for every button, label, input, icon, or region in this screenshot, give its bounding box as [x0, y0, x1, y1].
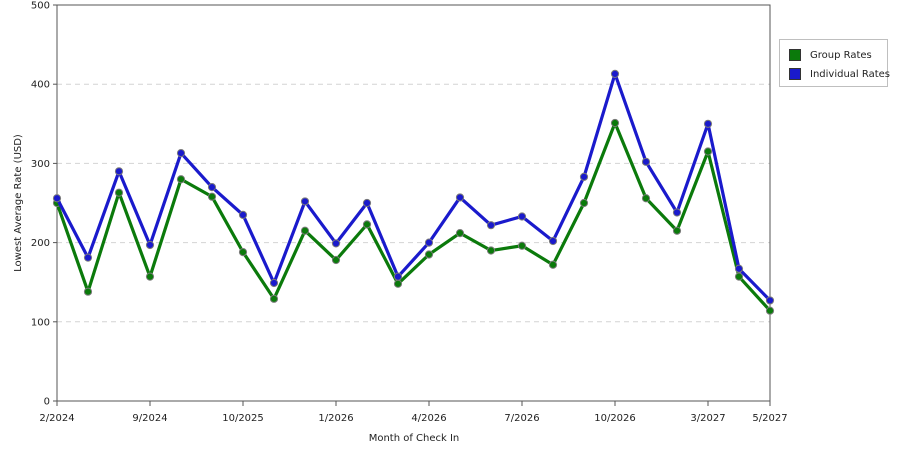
x-tick-label: 1/2026 — [318, 413, 353, 424]
data-point — [610, 118, 620, 128]
x-axis-title: Month of Check In — [369, 433, 460, 444]
data-point — [331, 239, 341, 248]
series-line — [55, 121, 772, 312]
x-tick-label: 9/2024 — [132, 413, 167, 424]
data-point — [610, 69, 620, 79]
data-point — [579, 172, 589, 181]
x-tick-label: 10/2026 — [594, 413, 636, 424]
y-tick-label: 200 — [31, 238, 50, 249]
data-point — [83, 253, 93, 262]
data-point — [734, 264, 744, 273]
data-point — [393, 272, 403, 281]
y-tick-label: 300 — [31, 159, 50, 170]
data-point — [114, 167, 124, 176]
data-point — [300, 197, 310, 206]
data-point — [486, 246, 496, 255]
data-point — [114, 188, 124, 197]
x-axis-ticks: 2/2024 9/2024 10/2025 1/2026 4/2026 7/2026 10/… — [39, 401, 788, 424]
legend-item-group-rates: Group Rates — [789, 48, 872, 62]
gridlines — [57, 83, 770, 323]
data-point — [548, 260, 558, 269]
y-tick-label: 400 — [31, 80, 50, 91]
data-point — [517, 212, 527, 221]
data-point — [641, 157, 651, 166]
legend: Group Rates Individual Rates — [779, 39, 890, 87]
x-tick-label: 10/2025 — [222, 413, 264, 424]
data-point — [238, 248, 248, 257]
data-point — [176, 175, 186, 184]
data-point — [362, 220, 372, 229]
data-point — [269, 294, 279, 303]
y-tick-label: 100 — [31, 317, 50, 328]
data-point — [641, 194, 651, 203]
series-layer — [52, 69, 775, 315]
data-point — [486, 221, 496, 230]
legend-swatch-individual — [789, 68, 801, 80]
data-point — [362, 198, 372, 208]
data-point — [238, 210, 248, 219]
y-axis-ticks: 0 100 200 300 400 500 — [31, 1, 57, 408]
data-point — [52, 194, 62, 203]
x-tick-label: 3/2027 — [690, 413, 725, 424]
data-point — [331, 255, 341, 265]
legend-swatch-group — [789, 49, 801, 61]
data-point — [455, 193, 465, 202]
series-group-rates — [52, 118, 775, 315]
x-tick-label: 2/2024 — [39, 413, 74, 424]
data-point — [579, 198, 589, 208]
x-tick-label: 5/2027 — [752, 413, 787, 424]
data-point — [393, 279, 403, 288]
x-tick-label: 7/2026 — [504, 413, 539, 424]
y-tick-label: 500 — [31, 1, 50, 12]
legend-item-individual-rates: Individual Rates — [789, 67, 890, 81]
legend-label-individual: Individual Rates — [810, 68, 891, 80]
series-line — [55, 72, 772, 302]
data-point — [672, 226, 682, 235]
data-point — [145, 272, 155, 281]
data-point — [765, 296, 775, 305]
data-point — [517, 241, 527, 250]
data-point — [455, 228, 465, 238]
data-point — [176, 149, 186, 158]
data-point — [765, 306, 775, 315]
data-point — [145, 240, 155, 250]
data-point — [300, 226, 310, 235]
data-point — [672, 208, 682, 217]
x-tick-label: 4/2026 — [411, 413, 446, 424]
data-point — [424, 250, 434, 259]
y-tick-label: 0 — [44, 397, 50, 408]
data-point — [703, 147, 713, 156]
legend-label-group: Group Rates — [810, 49, 872, 61]
series-individual-rates — [52, 69, 775, 305]
data-point — [734, 272, 744, 281]
data-point — [269, 278, 279, 288]
data-point — [548, 236, 558, 246]
data-point — [83, 287, 93, 296]
data-point — [207, 183, 217, 192]
data-point — [703, 119, 713, 128]
data-point — [207, 192, 217, 201]
y-axis-title: Lowest Average Rate (USD) — [13, 134, 24, 272]
data-point — [424, 238, 434, 247]
